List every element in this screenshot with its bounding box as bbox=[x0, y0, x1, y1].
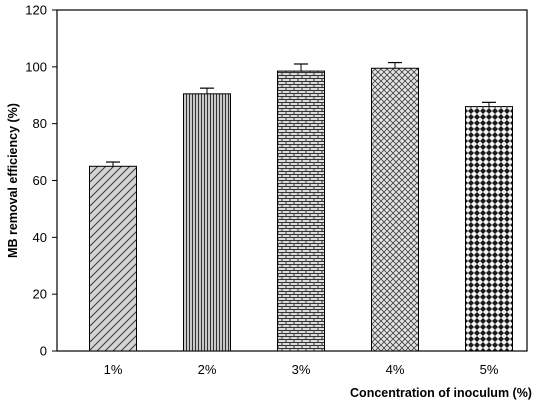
bar-3pct bbox=[277, 70, 325, 352]
bar-1pct bbox=[89, 165, 137, 352]
y-tick-label: 20 bbox=[33, 287, 47, 302]
y-tick-label: 60 bbox=[33, 173, 47, 188]
x-tick-label: 4% bbox=[386, 362, 405, 377]
y-tick-label: 100 bbox=[25, 59, 47, 74]
x-tick-label: 1% bbox=[104, 362, 123, 377]
x-tick-label: 2% bbox=[198, 362, 217, 377]
bar-4pct bbox=[371, 67, 419, 352]
x-tick-label: 3% bbox=[292, 362, 311, 377]
bar-5pct bbox=[465, 106, 513, 352]
bar-2pct bbox=[183, 93, 231, 352]
x-axis-title: Concentration of inoculum (%) bbox=[350, 386, 532, 400]
y-axis-title: MB removal efficiency (%) bbox=[6, 103, 20, 258]
y-tick-label: 40 bbox=[33, 230, 47, 245]
y-tick-label: 80 bbox=[33, 116, 47, 131]
y-tick-label: 0 bbox=[40, 344, 47, 359]
y-tick-label: 120 bbox=[25, 3, 47, 18]
x-tick-label: 5% bbox=[480, 362, 499, 377]
